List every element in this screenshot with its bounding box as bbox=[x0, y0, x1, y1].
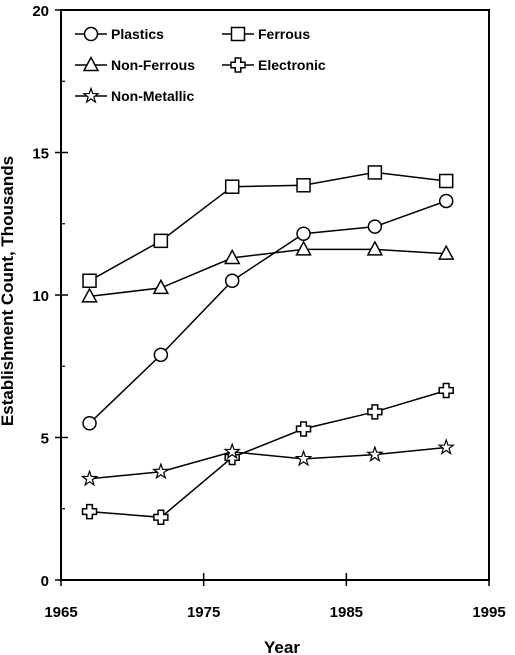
data-point bbox=[224, 179, 240, 194]
data-point bbox=[82, 273, 97, 288]
y-axis-title: Establishment Count, Thousands bbox=[0, 156, 17, 426]
y-tick-label: 15 bbox=[32, 146, 49, 163]
x-tick-label: 1975 bbox=[187, 604, 220, 621]
data-point bbox=[81, 503, 98, 520]
series-line bbox=[88, 200, 447, 424]
data-point bbox=[438, 193, 454, 209]
x-axis-title: Year bbox=[264, 638, 300, 655]
series-ferrous bbox=[82, 165, 454, 288]
data-point bbox=[82, 416, 97, 431]
data-point bbox=[294, 449, 313, 467]
data-point bbox=[153, 509, 169, 526]
data-point bbox=[437, 438, 456, 456]
x-tick-label: 1985 bbox=[330, 604, 363, 621]
data-point bbox=[438, 382, 454, 399]
legend-marker bbox=[83, 26, 99, 42]
y-tick-label: 10 bbox=[32, 288, 49, 305]
data-point bbox=[296, 178, 311, 193]
legend-entry: Non-Metallic bbox=[75, 86, 194, 104]
legend-entry: Electronic bbox=[222, 57, 326, 73]
data-point bbox=[80, 469, 99, 487]
legend-entry: Plastics bbox=[75, 26, 164, 42]
series-line bbox=[89, 171, 447, 282]
data-point bbox=[223, 442, 242, 460]
data-point bbox=[438, 173, 454, 189]
y-tick-label: 20 bbox=[32, 3, 49, 20]
data-point bbox=[81, 287, 98, 303]
legend-label: Electronic bbox=[258, 57, 326, 73]
data-point bbox=[153, 233, 169, 249]
legend-marker bbox=[82, 86, 100, 104]
legend-label: Ferrous bbox=[258, 26, 310, 42]
data-point bbox=[367, 404, 383, 420]
y-tick-label: 5 bbox=[41, 431, 49, 448]
data-point bbox=[152, 278, 170, 295]
legend-entry: Non-Ferrous bbox=[75, 55, 195, 73]
series-line bbox=[89, 389, 447, 519]
data-point bbox=[296, 226, 311, 241]
data-point bbox=[224, 273, 240, 288]
series-non-metallic bbox=[80, 438, 456, 487]
legend-entry: Ferrous bbox=[222, 26, 310, 42]
legend-label: Plastics bbox=[111, 26, 164, 42]
data-point bbox=[223, 248, 241, 265]
data-point bbox=[437, 244, 455, 260]
series-line bbox=[89, 248, 447, 298]
data-point bbox=[295, 421, 312, 437]
data-point bbox=[151, 462, 170, 480]
legend-marker bbox=[230, 57, 246, 73]
legend: Plastics Ferrous Non-Ferrous Electronic Non-… bbox=[75, 26, 326, 104]
data-point bbox=[366, 240, 384, 256]
data-point bbox=[367, 219, 383, 234]
series-layer bbox=[80, 165, 456, 526]
legend-marker bbox=[82, 55, 100, 72]
series-electronic bbox=[81, 382, 454, 526]
legend-label: Non-Metallic bbox=[111, 88, 194, 104]
legend-label: Non-Ferrous bbox=[111, 57, 195, 73]
data-point bbox=[365, 445, 384, 463]
data-point bbox=[153, 347, 169, 363]
data-point bbox=[295, 240, 312, 256]
legend-marker bbox=[230, 26, 246, 42]
series-plastics bbox=[82, 193, 454, 431]
x-tick-label: 1995 bbox=[472, 604, 505, 621]
series-non-ferrous bbox=[81, 240, 455, 303]
y-tick-label: 0 bbox=[41, 573, 49, 590]
axis-ticks: 0 5 10 15 20 1965 1975 1985 1995 bbox=[32, 3, 505, 621]
data-point bbox=[367, 165, 383, 180]
x-tick-label: 1965 bbox=[44, 604, 77, 621]
series-line bbox=[89, 446, 447, 480]
